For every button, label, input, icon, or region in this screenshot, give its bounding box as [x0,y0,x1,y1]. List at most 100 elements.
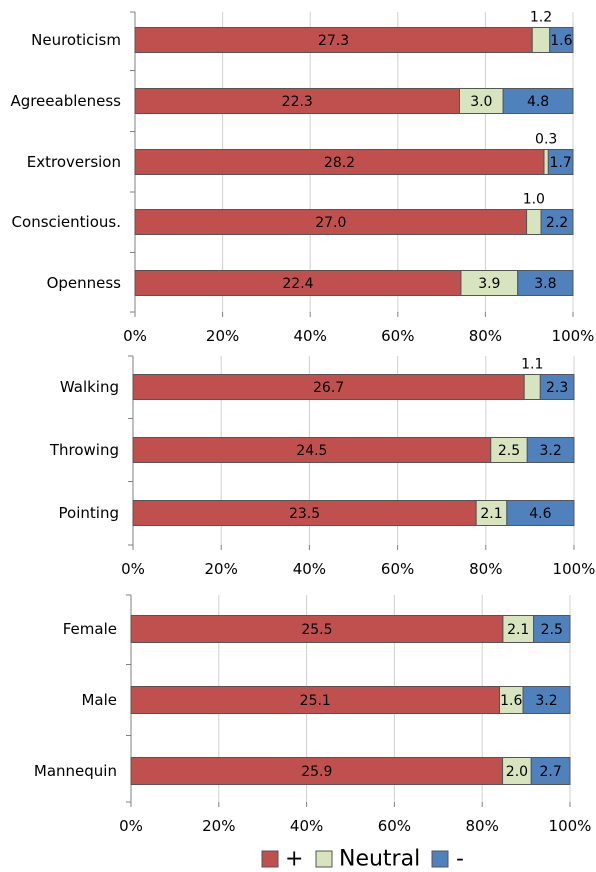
bar-walking-plus [132,374,525,400]
data-label-agreeableness-neutral: 3.0 [470,94,492,110]
data-label-extroversion-minus: 1.7 [550,155,572,171]
data-label-mannequin-minus: 2.7 [539,764,561,780]
x-tick-label: 40% [294,327,327,345]
bar-neuroticism-neutral [531,27,551,53]
bar-openness-neutral [460,270,519,296]
data-label-agreeableness-minus: 4.8 [527,94,549,110]
x-tick-label: 40% [290,817,323,835]
x-tick-label: 0% [123,327,147,345]
legend-label-plus: + [285,847,303,872]
bar-female-minus [533,615,571,643]
legend-label-neutral: Neutral [339,847,420,872]
data-label-male-plus: 25.1 [300,693,331,709]
legend-swatch-neutral [315,850,333,868]
legend: + Neutral - [261,847,464,872]
data-label-pointing-minus: 4.6 [529,506,551,522]
bar-female-neutral [502,615,535,643]
x-tick-label: 100% [549,817,592,835]
x-tick-label: 20% [206,327,239,345]
x-tick-label: 80% [469,560,502,578]
chart-panel-3: 0% 20% 40% 60% 80% 100% Female 25.5 2.1 2.5 Male 25… [34,594,592,835]
bar-throwing-minus [526,437,575,463]
x-tick-label: 0% [119,817,143,835]
data-label-mannequin-plus: 25.9 [301,764,332,780]
data-label-openness-plus: 22.4 [282,276,313,292]
x-tick-label: 0% [121,560,145,578]
x-tick-label: 60% [378,817,411,835]
data-label-conscientious-plus: 27.0 [315,215,346,231]
bar-male-minus [522,686,571,714]
data-label-mannequin-neutral: 2.0 [506,764,528,780]
data-label-extroversion-neutral: 0.3 [535,132,557,148]
bar-openness-minus [517,270,574,296]
x-tick-label: 80% [466,817,499,835]
x-tick-label: 60% [381,560,414,578]
data-label-pointing-neutral: 2.1 [480,506,502,522]
data-label-walking-neutral: 1.1 [521,357,543,373]
x-tick-label: 20% [205,560,238,578]
bar-mannequin-plus [130,757,504,785]
x-tick-label: 20% [202,817,235,835]
data-label-openness-neutral: 3.9 [478,276,500,292]
data-label-pointing-plus: 23.5 [289,506,320,522]
bar-walking-minus [539,374,575,400]
bar-pointing-plus [132,500,477,526]
data-label-neuroticism-neutral: 1.2 [530,10,552,26]
category-label-mannequin: Mannequin [34,762,117,780]
bar-openness-plus [134,270,462,296]
bar-mannequin-neutral [502,757,532,785]
bar-male-plus [130,686,501,714]
category-label-openness: Openness [47,274,122,292]
bar-agreeableness-minus [502,88,574,114]
category-label-walking: Walking [60,378,119,396]
data-label-walking-minus: 2.3 [546,380,568,396]
data-label-female-neutral: 2.1 [507,622,529,638]
data-label-female-plus: 25.5 [301,622,332,638]
data-label-extroversion-plus: 28.2 [324,155,355,171]
bar-neuroticism-minus [549,27,574,53]
x-tick-label: 40% [293,560,326,578]
category-label-male: Male [81,691,117,709]
category-label-agreeableness: Agreeableness [10,92,121,110]
data-label-conscientious-minus: 2.2 [546,215,568,231]
category-label-neuroticism: Neuroticism [31,31,121,49]
bar-conscientious-neutral [526,209,542,235]
bar-extroversion-plus [134,149,545,175]
chart-panel-2: 0% 20% 40% 60% 80% 100% Walking 26.7 1.12.3 Throw… [49,355,596,578]
data-label-male-minus: 3.2 [535,693,557,709]
data-label-throwing-neutral: 2.5 [498,443,520,459]
bar-throwing-plus [132,437,492,463]
data-label-throwing-minus: 3.2 [540,443,562,459]
legend-swatch-plus [261,850,279,868]
data-label-female-minus: 2.5 [541,622,563,638]
bar-extroversion-minus [547,149,574,175]
bar-walking-neutral [523,374,541,400]
bar-conscientious-minus [540,209,574,235]
data-label-walking-plus: 26.7 [313,380,344,396]
bar-throwing-neutral [490,437,528,463]
data-label-conscientious-neutral: 1.0 [523,192,545,208]
legend-label-minus: - [456,847,464,872]
data-label-neuroticism-minus: 1.6 [550,33,572,49]
data-label-male-neutral: 1.6 [500,693,522,709]
bar-agreeableness-plus [134,88,460,114]
x-tick-label: 100% [553,560,596,578]
category-label-female: Female [63,620,117,638]
data-label-agreeableness-plus: 22.3 [282,94,313,110]
category-label-throwing: Throwing [49,441,119,459]
category-label-conscientious: Conscientious. [12,213,121,231]
chart-panel-1: 0% 20% 40% 60% 80% 100% Neuroticism 27.3 1.2 1.6 A… [10,10,594,346]
data-label-throwing-plus: 24.5 [296,443,327,459]
bar-female-plus [130,615,504,643]
legend-swatch-minus [431,850,449,868]
bar-mannequin-minus [530,757,571,785]
bar-pointing-minus [506,500,575,526]
bar-extroversion-neutral [543,149,549,175]
x-tick-label: 60% [381,327,414,345]
data-label-openness-minus: 3.8 [534,276,556,292]
category-label-pointing: Pointing [59,504,119,522]
category-label-extroversion: Extroversion [27,153,121,171]
bar-pointing-neutral [475,500,508,526]
data-label-neuroticism-plus: 27.3 [318,33,349,49]
